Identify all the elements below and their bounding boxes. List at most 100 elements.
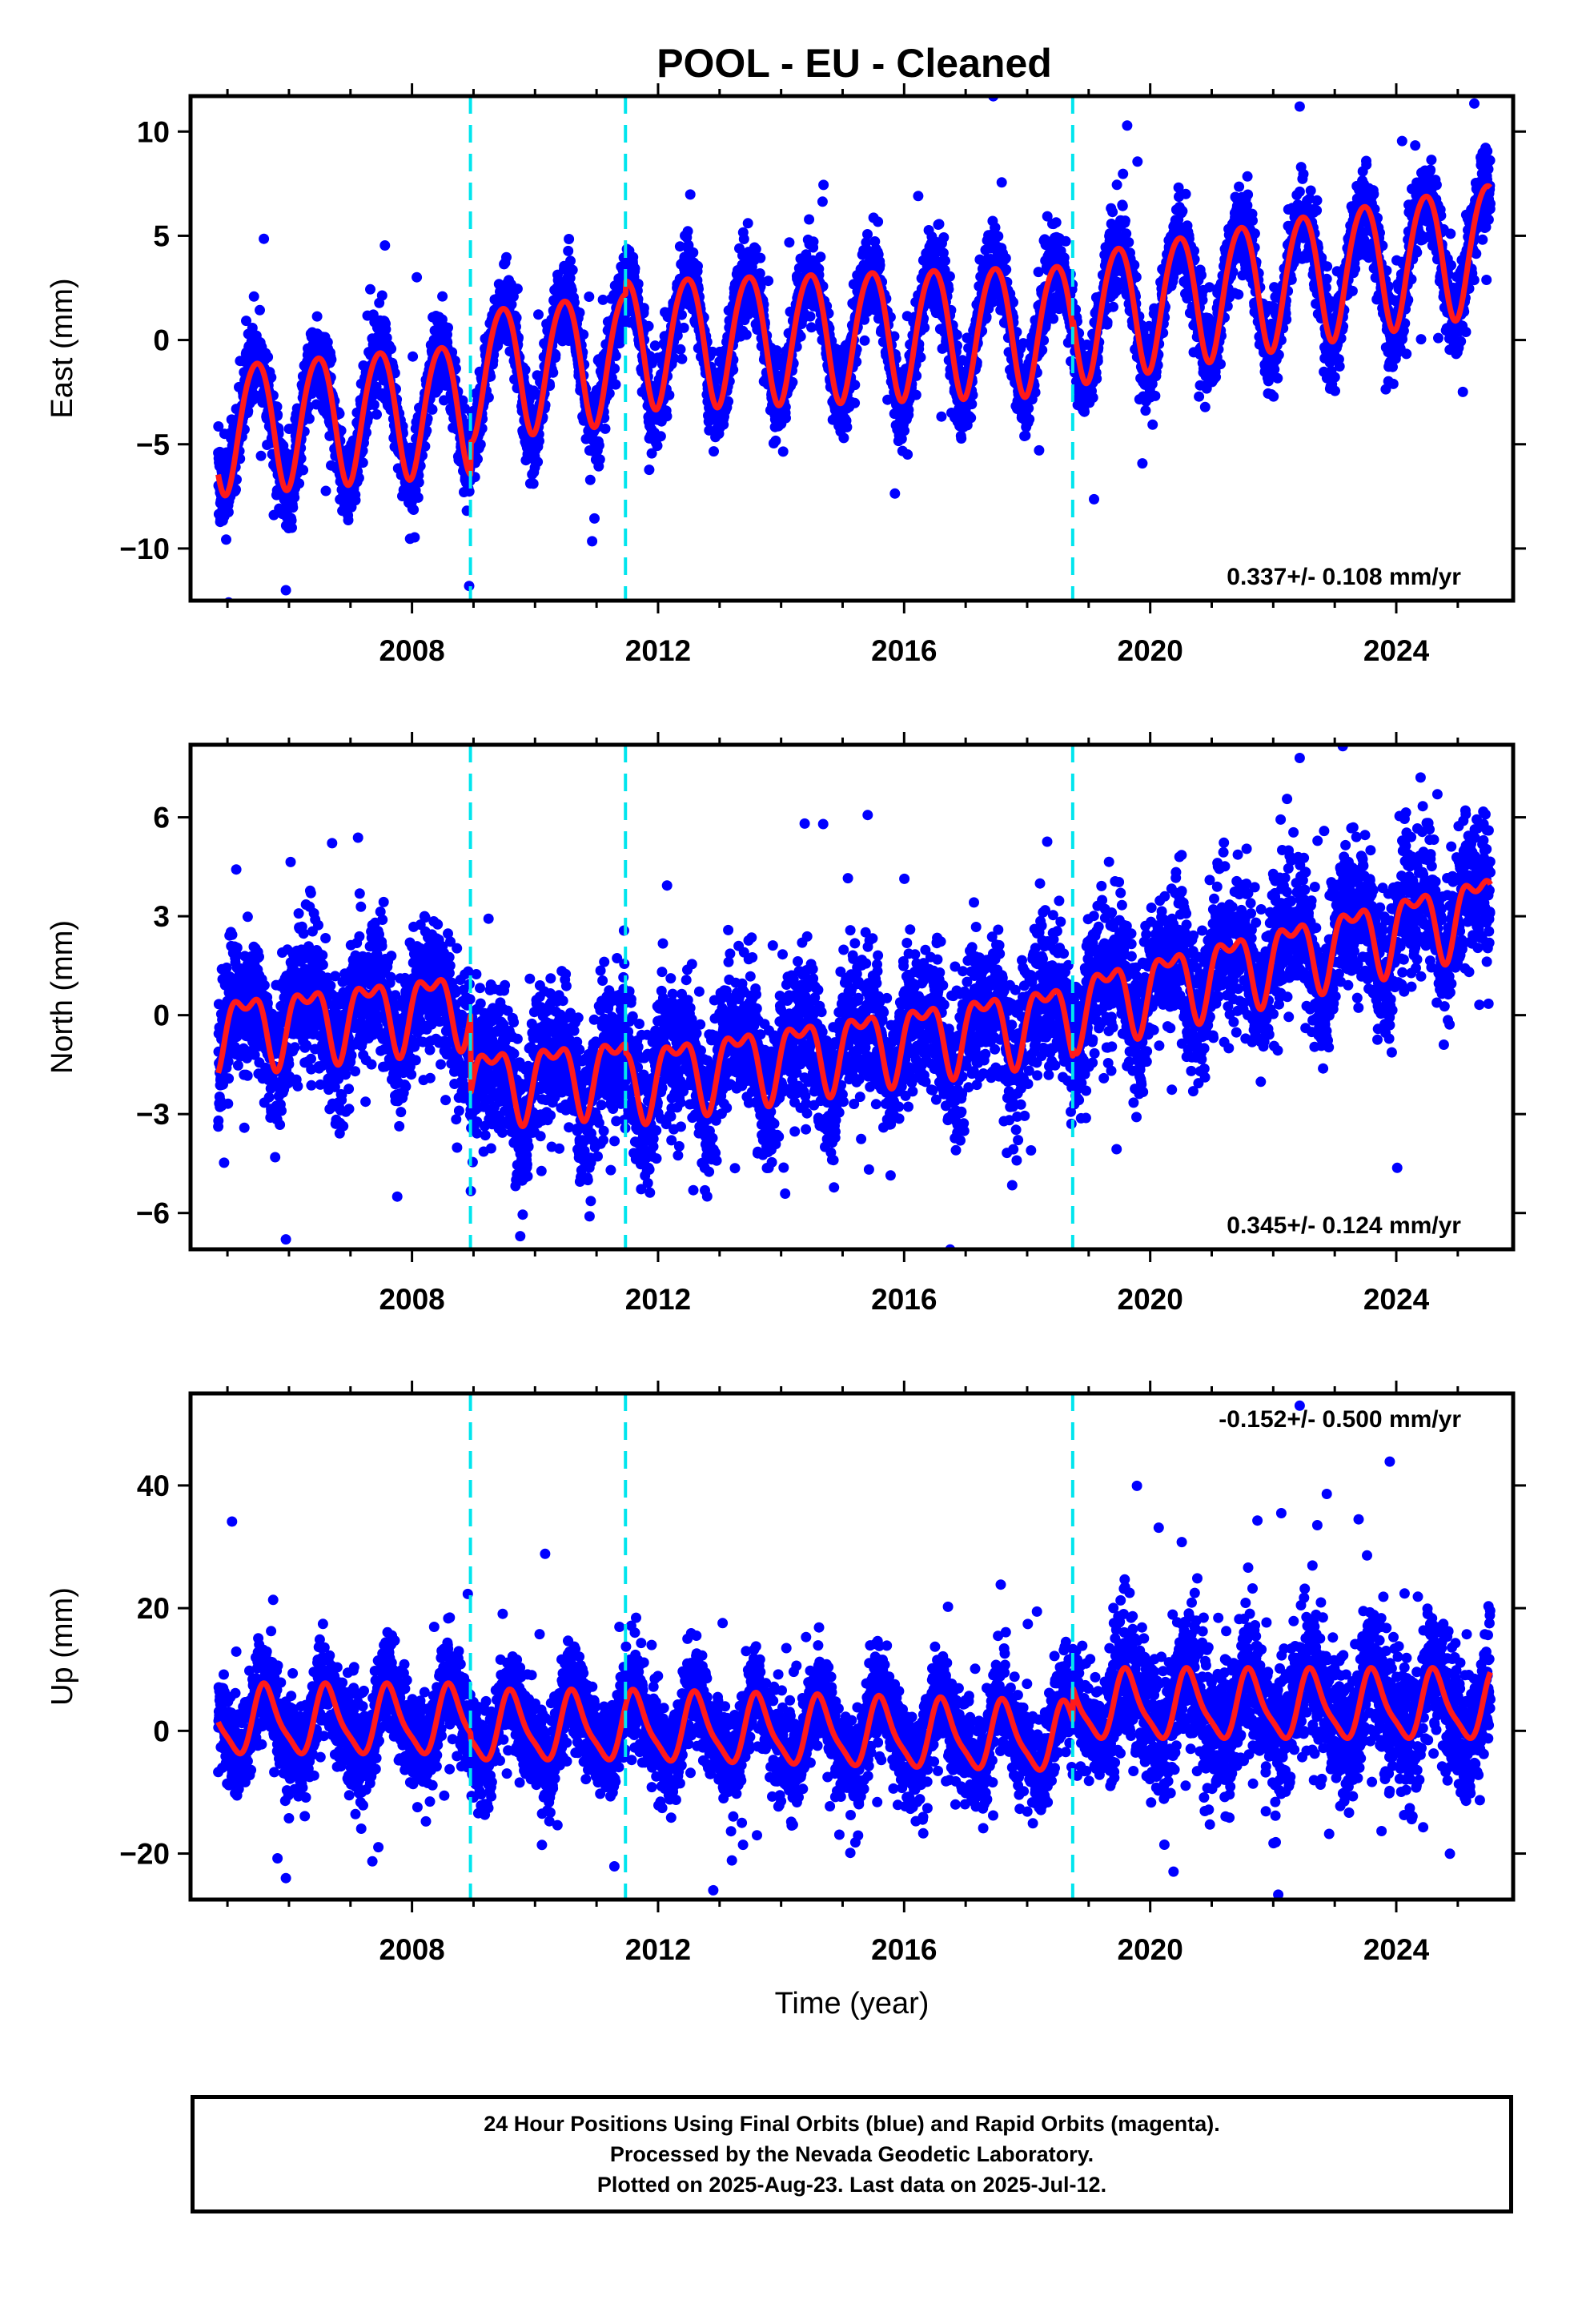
data-point	[501, 251, 512, 263]
data-point	[311, 311, 323, 322]
data-point	[678, 322, 689, 333]
data-point	[993, 231, 1004, 242]
data-point	[408, 351, 419, 362]
data-point	[368, 400, 379, 410]
data-point	[915, 352, 926, 363]
data-point	[255, 450, 267, 461]
data-point	[889, 488, 901, 499]
data-point	[649, 340, 661, 352]
data-point	[899, 425, 910, 436]
data-point	[247, 323, 258, 333]
data-point	[781, 412, 791, 424]
figure-title: POOL - EU - Cleaned	[656, 41, 1052, 86]
data-point	[1089, 493, 1099, 505]
data-point	[629, 263, 640, 274]
data-point	[343, 515, 354, 525]
data-point	[936, 411, 947, 422]
data-point	[1102, 316, 1113, 328]
data-point	[1060, 235, 1071, 247]
data-point	[655, 431, 666, 442]
data-point	[255, 304, 265, 316]
data-point	[903, 404, 914, 416]
data-point	[361, 427, 371, 438]
data-point	[742, 218, 753, 229]
data-point	[770, 435, 781, 446]
data-point	[693, 260, 703, 271]
data-point	[638, 303, 649, 314]
data-point	[755, 252, 766, 263]
data-point	[353, 472, 364, 484]
data-point	[563, 245, 574, 256]
data-point	[777, 446, 789, 457]
data-point	[241, 316, 251, 327]
data-point	[286, 515, 297, 526]
data-point	[644, 464, 655, 476]
data-point	[750, 243, 761, 255]
data-point	[412, 492, 424, 503]
data-point	[350, 495, 361, 506]
data-point	[326, 354, 337, 365]
data-point	[534, 436, 544, 447]
data-point	[589, 513, 600, 524]
data-point	[412, 271, 423, 283]
data-point	[532, 456, 544, 468]
data-point	[365, 283, 375, 295]
data-point	[266, 372, 277, 383]
data-point	[643, 320, 654, 332]
data-point	[849, 397, 861, 408]
data-point	[817, 196, 828, 207]
data-point	[938, 232, 950, 243]
data-point	[675, 344, 686, 355]
data-point	[913, 191, 924, 202]
data-point	[738, 234, 749, 244]
data-point	[685, 189, 696, 200]
data-point	[966, 412, 977, 424]
data-point	[231, 484, 241, 495]
data-point	[298, 464, 309, 476]
data-point	[600, 423, 611, 434]
data-point	[682, 226, 693, 237]
data-point	[808, 236, 819, 247]
data-point	[784, 237, 795, 248]
data-point	[584, 474, 596, 485]
data-point	[380, 324, 391, 335]
data-point	[263, 352, 274, 363]
data-point	[420, 440, 431, 452]
data-point	[303, 413, 315, 424]
data-point	[1000, 253, 1011, 263]
data-point	[628, 251, 639, 263]
data-point	[956, 433, 967, 444]
data-point	[271, 401, 283, 412]
data-point	[294, 478, 305, 489]
data-point	[376, 290, 387, 301]
data-point	[533, 309, 544, 320]
data-point	[934, 219, 945, 230]
data-point	[443, 322, 453, 333]
data-point	[805, 311, 816, 322]
data-point	[472, 453, 483, 464]
data-point	[874, 259, 885, 271]
data-point	[287, 502, 299, 513]
data-point	[221, 534, 231, 545]
data-point	[437, 291, 448, 302]
data-point	[567, 264, 578, 275]
data-point	[413, 476, 424, 488]
data-point	[213, 421, 224, 432]
data-point	[661, 411, 673, 422]
data-point	[409, 532, 420, 543]
data-point	[587, 536, 598, 547]
data-point	[849, 380, 861, 391]
data-point	[664, 389, 675, 400]
data-point	[223, 507, 234, 517]
data-point	[427, 404, 438, 415]
data-point	[512, 283, 523, 295]
data-point	[919, 322, 930, 333]
data-point	[565, 255, 576, 267]
data-point	[1024, 414, 1035, 424]
data-point	[610, 379, 621, 390]
data-point	[289, 492, 300, 503]
data-point	[859, 335, 870, 346]
